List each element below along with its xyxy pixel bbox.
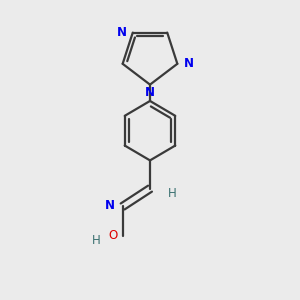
Text: H: H xyxy=(92,234,100,247)
Text: N: N xyxy=(145,86,155,99)
Text: N: N xyxy=(184,57,194,70)
Text: N: N xyxy=(116,26,127,39)
Text: N: N xyxy=(105,200,115,212)
Text: H: H xyxy=(168,187,177,200)
Text: O: O xyxy=(108,229,118,242)
